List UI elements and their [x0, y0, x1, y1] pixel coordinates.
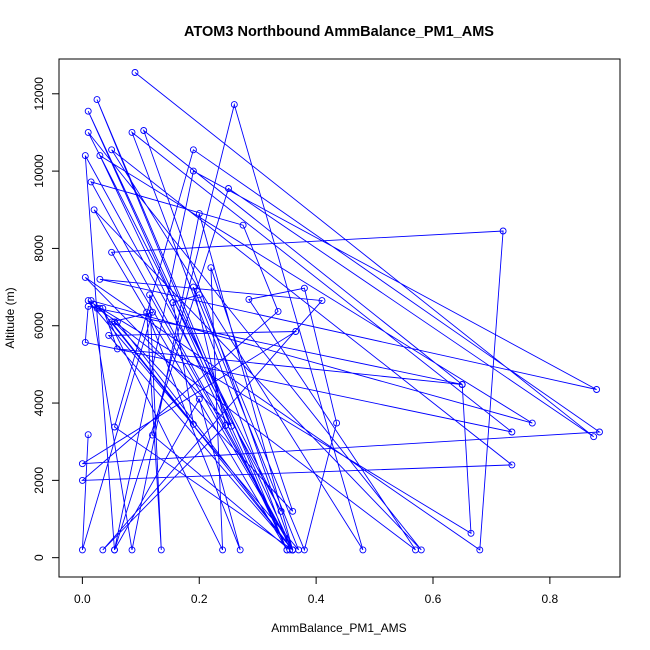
data-point	[207, 264, 215, 272]
data-point	[189, 167, 197, 175]
data-point	[239, 221, 247, 229]
y-tick-label: 8000	[32, 235, 46, 262]
data-point	[96, 304, 104, 312]
data-point	[84, 431, 92, 439]
data-point	[333, 419, 341, 427]
y-axis: 0 2000 4000 6000 8000 10000 12000	[32, 77, 60, 561]
data-point	[499, 227, 507, 235]
data-point	[230, 101, 238, 109]
data-point	[195, 210, 203, 218]
data-point	[596, 428, 603, 436]
data-point	[222, 422, 229, 429]
data-point	[289, 507, 297, 515]
x-tick-label: 0.2	[191, 592, 208, 606]
data-point	[78, 460, 86, 468]
data-point	[93, 96, 101, 104]
y-tick-label: 12000	[32, 77, 46, 111]
data-point	[149, 308, 156, 316]
data-point	[195, 395, 203, 403]
data-point	[108, 318, 116, 326]
data-point	[590, 433, 598, 441]
data-point	[146, 291, 154, 299]
x-tick-label: 0.0	[74, 592, 91, 606]
data-point	[300, 546, 308, 554]
chart-title: ATOM3 Northbound AmmBalance_PM1_AMS	[184, 24, 494, 40]
data-point	[508, 428, 516, 436]
data-point	[140, 127, 148, 134]
data-point	[318, 297, 326, 305]
data-point	[286, 546, 294, 554]
data-point	[108, 248, 116, 256]
series-group	[78, 69, 603, 554]
data-point	[219, 546, 227, 554]
data-point	[169, 299, 177, 306]
data-point	[99, 546, 107, 554]
y-tick-label: 4000	[32, 389, 46, 416]
data-point	[508, 461, 516, 469]
data-point	[84, 107, 92, 115]
data-point	[274, 307, 282, 315]
data-point	[458, 381, 466, 388]
data-point	[292, 328, 300, 335]
y-axis-label: Altitude (m)	[3, 287, 17, 348]
data-point	[81, 338, 89, 346]
x-axis-label: AmmBalance_PM1_AMS	[271, 621, 406, 635]
data-point	[236, 546, 244, 554]
data-point	[111, 318, 118, 326]
data-point	[476, 546, 484, 554]
series-line	[81, 72, 601, 552]
data-point	[467, 529, 475, 537]
data-point	[528, 419, 536, 427]
data-point	[111, 423, 118, 431]
data-point	[131, 69, 139, 76]
data-point	[245, 295, 253, 303]
data-point	[593, 386, 601, 393]
data-point	[149, 431, 156, 439]
data-point	[78, 546, 86, 554]
data-point	[99, 304, 107, 312]
data-point	[189, 420, 197, 428]
data-point	[81, 152, 89, 160]
data-point	[84, 128, 92, 136]
data-point	[300, 284, 308, 292]
data-point	[189, 146, 197, 154]
data-point	[108, 146, 116, 154]
data-point	[96, 275, 104, 283]
data-point	[157, 546, 165, 554]
data-point	[277, 507, 285, 515]
y-tick-label: 10000	[32, 154, 46, 188]
y-tick-label: 0	[32, 554, 46, 561]
y-tick-label: 2000	[32, 467, 46, 494]
x-tick-label: 0.8	[542, 592, 559, 606]
data-point	[84, 297, 92, 305]
x-axis: 0.0 0.2 0.4 0.6 0.8	[74, 576, 559, 606]
x-tick-label: 0.6	[425, 592, 442, 606]
data-point	[412, 546, 419, 554]
data-point	[81, 273, 89, 281]
y-tick-label: 6000	[32, 312, 46, 339]
data-point	[195, 291, 203, 299]
data-point	[359, 546, 367, 554]
data-point	[90, 206, 98, 214]
data-point	[105, 331, 113, 339]
data-point	[78, 476, 86, 484]
data-point	[128, 546, 136, 554]
data-point	[87, 178, 95, 186]
data-point	[96, 152, 104, 160]
data-point	[113, 345, 121, 353]
data-point	[189, 283, 197, 291]
x-tick-label: 0.4	[308, 592, 325, 606]
data-point	[128, 128, 136, 136]
data-point	[225, 185, 232, 192]
data-point	[111, 546, 118, 554]
